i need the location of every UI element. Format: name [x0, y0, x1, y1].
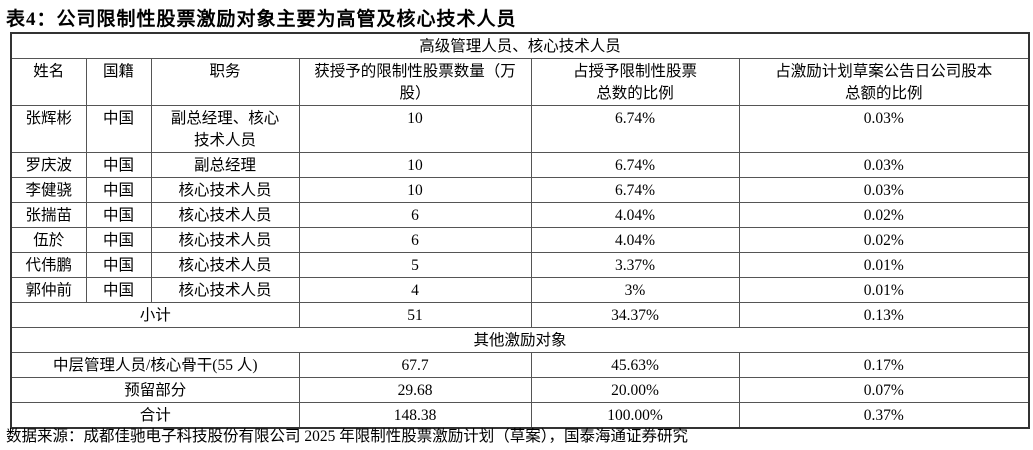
table-cell: 67.7 [298, 352, 532, 378]
source-note: 数据来源：成都佳驰电子科技股份有限公司 2025 年限制性股票激励计划（草案），… [6, 428, 689, 445]
table-cell: 0.02% [738, 227, 1030, 253]
table-cell: 中国 [85, 177, 152, 203]
incentive-table: 高级管理人员、核心技术人员 姓名 国籍 职务 获授予的限制性股票数量（万股） 占… [10, 32, 1031, 429]
table-cell: 6.74% [530, 177, 740, 203]
table-cell: 罗庆波 [10, 152, 87, 178]
column-header-row: 姓名 国籍 职务 获授予的限制性股票数量（万股） 占授予限制性股票总数的比例 占… [10, 58, 1030, 106]
section-header-row: 高级管理人员、核心技术人员 [10, 32, 1030, 59]
column-header: 姓名 [10, 58, 87, 106]
table-cell: 10 [298, 177, 532, 203]
table-row: 罗庆波 中国 副总经理 10 6.74% 0.03% [10, 152, 1030, 178]
section-header: 其他激励对象 [10, 327, 1030, 353]
table-cell: 20.00% [530, 377, 740, 403]
table-cell: 核心技术人员 [150, 277, 300, 303]
table-cell: 核心技术人员 [150, 227, 300, 253]
table-cell: 0.01% [738, 252, 1030, 278]
table-cell: 0.13% [738, 302, 1030, 328]
table-row: 伍於 中国 核心技术人员 6 4.04% 0.02% [10, 227, 1030, 253]
table-cell: 51 [298, 302, 532, 328]
column-header: 获授予的限制性股票数量（万股） [298, 58, 532, 106]
table-cell: 4.04% [530, 227, 740, 253]
column-header: 占激励计划草案公告日公司股本总额的比例 [738, 58, 1030, 106]
table-cell: 0.03% [738, 177, 1030, 203]
table-row: 张辉彬 中国 副总经理、核心技术人员 10 6.74% 0.03% [10, 105, 1030, 153]
table-row: 李健骁 中国 核心技术人员 10 6.74% 0.03% [10, 177, 1030, 203]
table-cell: 10 [298, 152, 532, 178]
table-cell: 148.38 [298, 402, 532, 429]
table-cell: 代伟鹏 [10, 252, 87, 278]
table-row: 张揣苗 中国 核心技术人员 6 4.04% 0.02% [10, 202, 1030, 228]
table-cell: 0.07% [738, 377, 1030, 403]
table-cell: 3.37% [530, 252, 740, 278]
table-cell: 中国 [85, 105, 152, 153]
table-cell: 0.17% [738, 352, 1030, 378]
table-cell: 0.03% [738, 152, 1030, 178]
table-cell: 核心技术人员 [150, 252, 300, 278]
table-cell: 小计 [10, 302, 300, 328]
table-cell: 李健骁 [10, 177, 87, 203]
table-row: 小计 51 34.37% 0.13% [10, 302, 1030, 328]
table-title: 表4：公司限制性股票激励对象主要为高管及核心技术人员 [6, 9, 517, 30]
table-cell: 副总经理 [150, 152, 300, 178]
table-cell: 10 [298, 105, 532, 153]
table-cell: 4.04% [530, 202, 740, 228]
table-cell: 伍於 [10, 227, 87, 253]
table-cell: 6.74% [530, 105, 740, 153]
table-cell: 中国 [85, 202, 152, 228]
section-header: 高级管理人员、核心技术人员 [10, 32, 1030, 59]
table-cell: 4 [298, 277, 532, 303]
table-cell: 6 [298, 202, 532, 228]
table-cell: 张揣苗 [10, 202, 87, 228]
table-cell: 核心技术人员 [150, 202, 300, 228]
table-cell: 0.03% [738, 105, 1030, 153]
table-cell: 0.37% [738, 402, 1030, 429]
table-cell: 副总经理、核心技术人员 [150, 105, 300, 153]
section-header-row: 其他激励对象 [10, 327, 1030, 353]
column-header: 职务 [150, 58, 300, 106]
table-cell: 0.01% [738, 277, 1030, 303]
column-header: 国籍 [85, 58, 152, 106]
table-cell: 3% [530, 277, 740, 303]
table-cell: 6 [298, 227, 532, 253]
table-cell: 中国 [85, 152, 152, 178]
table-cell: 中国 [85, 252, 152, 278]
table-cell: 34.37% [530, 302, 740, 328]
table-cell: 张辉彬 [10, 105, 87, 153]
column-header: 占授予限制性股票总数的比例 [530, 58, 740, 106]
table-cell: 5 [298, 252, 532, 278]
table-cell: 中层管理人员/核心骨干(55 人) [10, 352, 300, 378]
table-cell: 0.02% [738, 202, 1030, 228]
table-row: 中层管理人员/核心骨干(55 人) 67.7 45.63% 0.17% [10, 352, 1030, 378]
table-cell: 预留部分 [10, 377, 300, 403]
table-cell: 郭仲前 [10, 277, 87, 303]
table-cell: 核心技术人员 [150, 177, 300, 203]
table-cell: 中国 [85, 277, 152, 303]
table-cell: 6.74% [530, 152, 740, 178]
table-cell: 合计 [10, 402, 300, 429]
table-row: 合计 148.38 100.00% 0.37% [10, 402, 1030, 429]
table-row: 代伟鹏 中国 核心技术人员 5 3.37% 0.01% [10, 252, 1030, 278]
table-cell: 45.63% [530, 352, 740, 378]
table-cell: 29.68 [298, 377, 532, 403]
table-cell: 中国 [85, 227, 152, 253]
table-row: 预留部分 29.68 20.00% 0.07% [10, 377, 1030, 403]
table-row: 郭仲前 中国 核心技术人员 4 3% 0.01% [10, 277, 1030, 303]
